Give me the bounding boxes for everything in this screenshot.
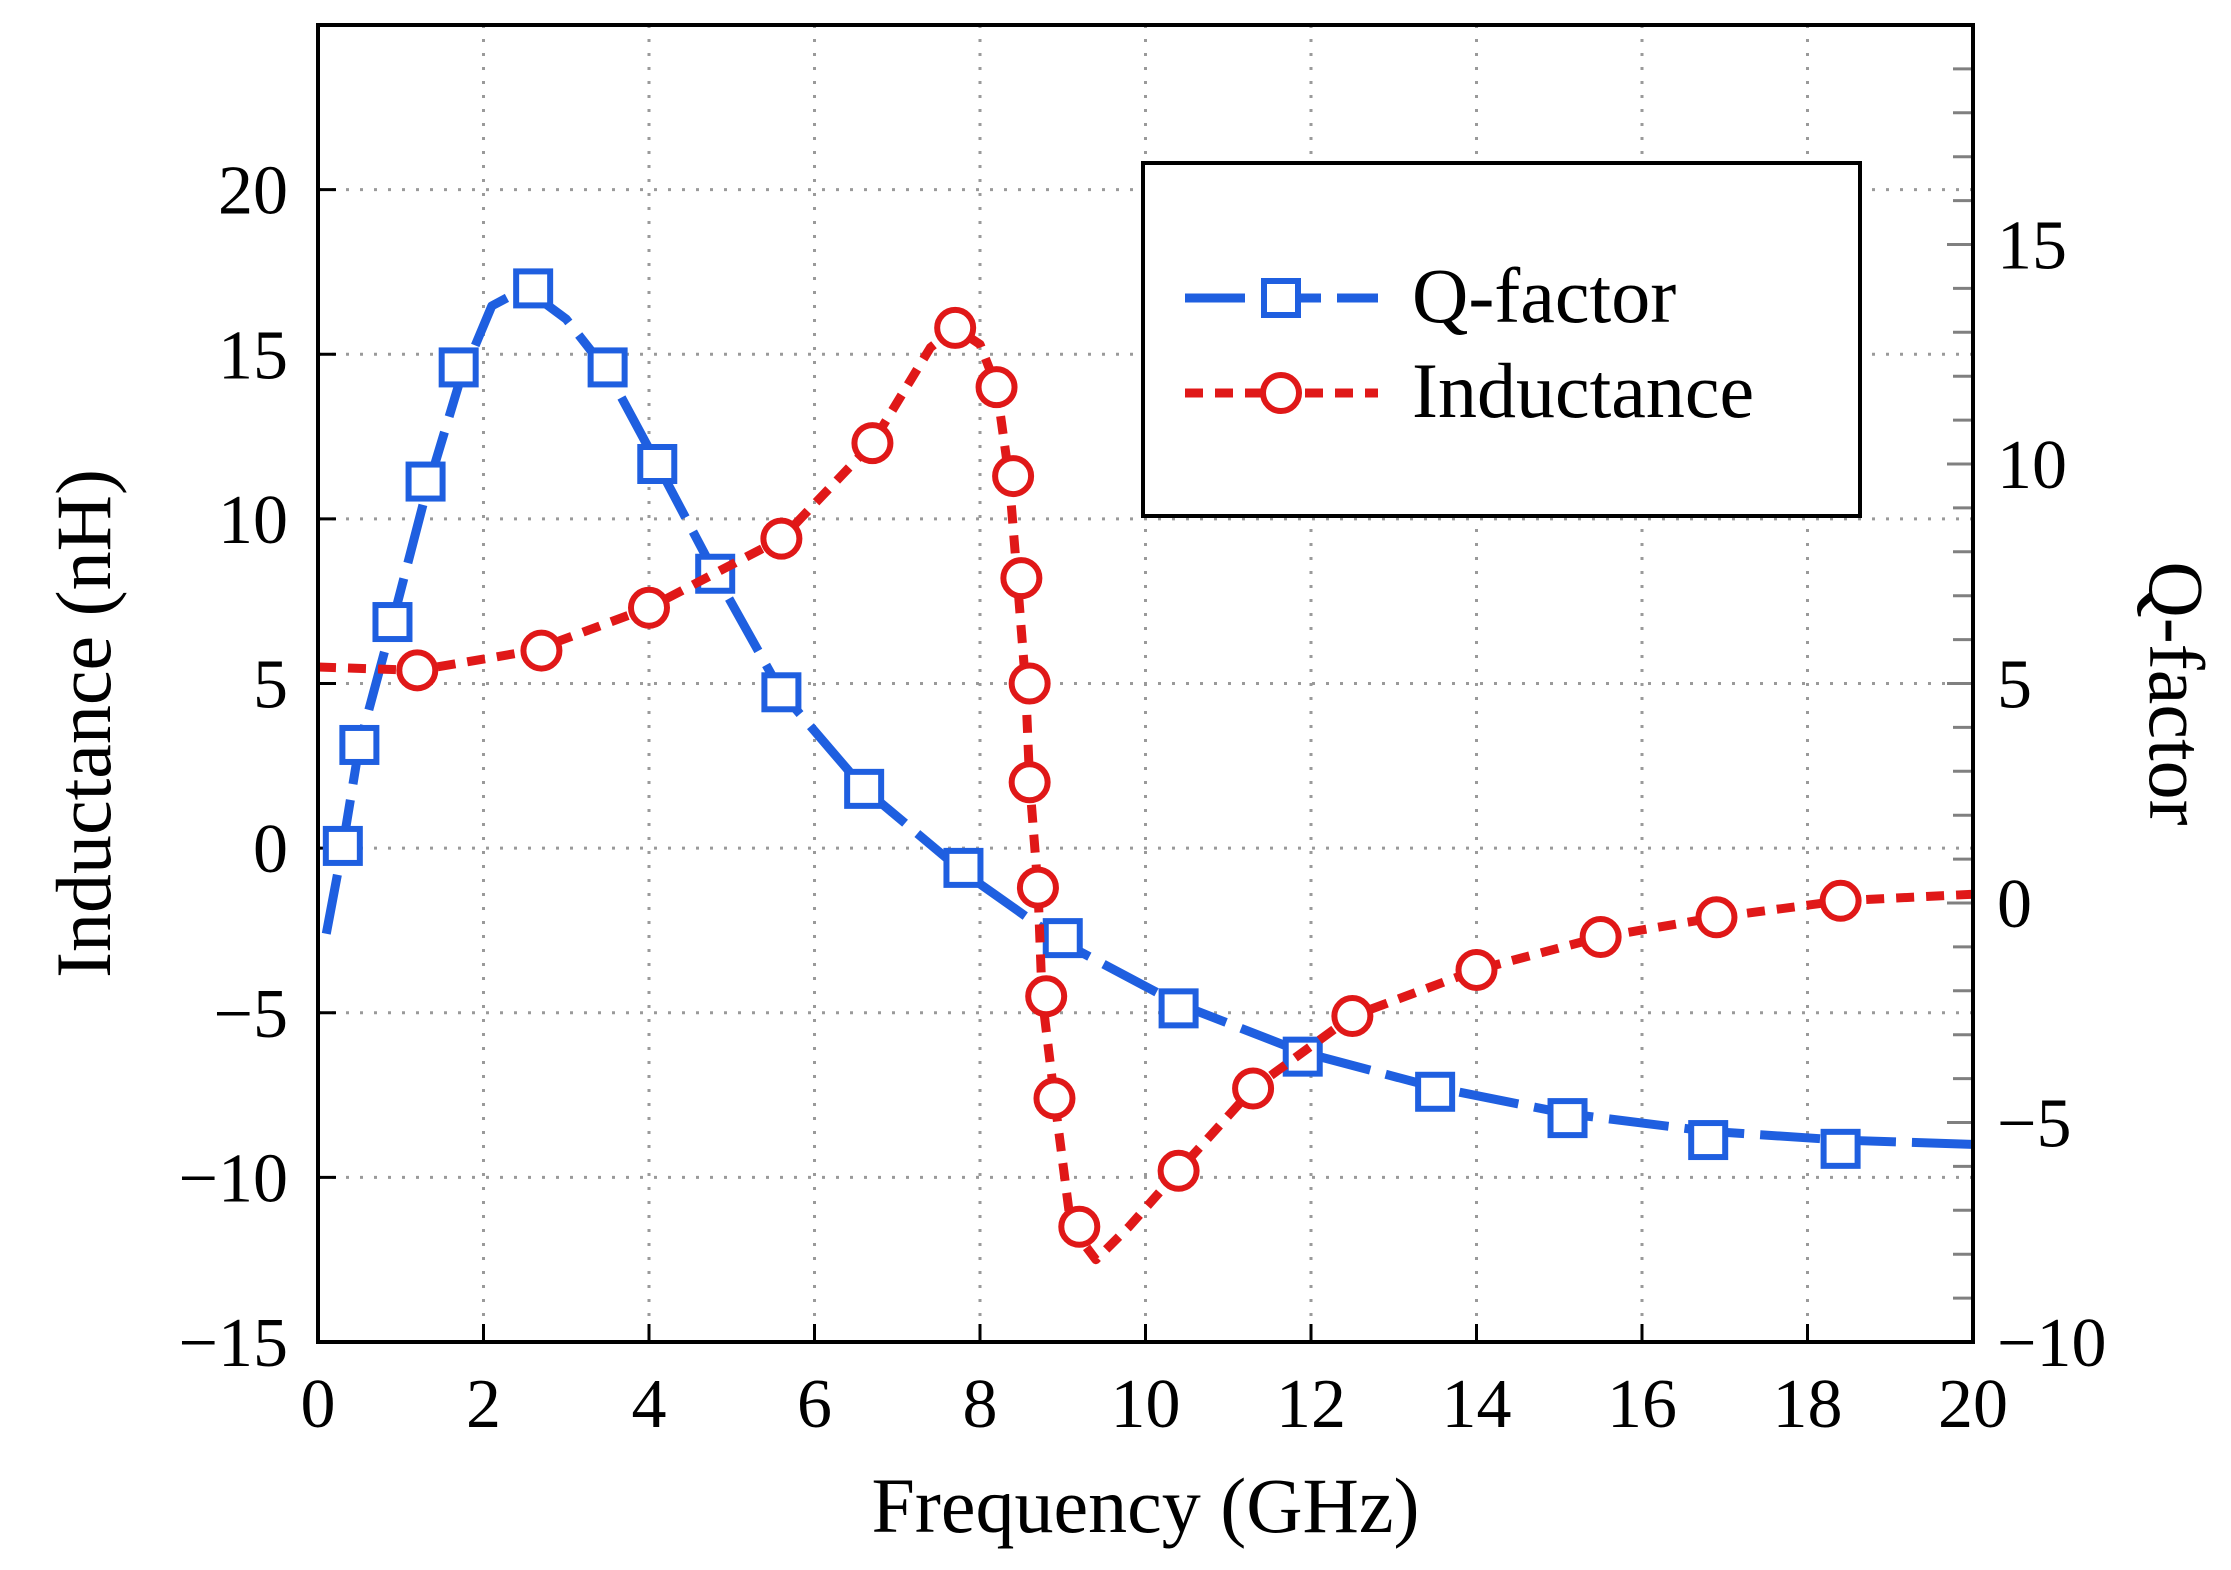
right-y-tick-label: 15 xyxy=(1997,208,2067,285)
inductance-marker xyxy=(628,586,670,629)
legend-entry-inductance: Inductance xyxy=(1185,347,1754,434)
right-y-tick-label: 5 xyxy=(1997,647,2032,724)
legend-marker-circle xyxy=(1260,372,1302,414)
left-y-tick-label: −5 xyxy=(214,976,288,1053)
inductance-marker xyxy=(934,306,977,349)
inductance-marker xyxy=(1058,1205,1101,1248)
inductance-marker xyxy=(1455,948,1498,991)
q-factor-marker xyxy=(339,724,380,765)
right-y-tick-label: 10 xyxy=(1997,427,2067,504)
inductance-marker xyxy=(1025,975,1068,1018)
q-factor-marker xyxy=(695,553,736,594)
inductance-marker xyxy=(851,422,894,465)
inductance-marker xyxy=(975,366,1018,409)
x-tick-label: 8 xyxy=(963,1366,998,1443)
legend: Q-factor Inductance xyxy=(1141,161,1862,518)
inductance-line xyxy=(317,323,1974,1265)
left-y-axis-title: Inductance (nH) xyxy=(40,469,127,978)
q-factor-marker xyxy=(372,602,413,643)
q-factor-marker xyxy=(513,268,554,309)
inductance-marker xyxy=(396,649,439,692)
inductance-marker xyxy=(1819,879,1862,922)
q-factor-marker xyxy=(1158,988,1199,1029)
q-factor-marker xyxy=(761,672,802,713)
right-y-axis: −10 −5 0 5 10 15 xyxy=(1947,23,2106,1382)
left-y-tick-label: 5 xyxy=(253,647,288,724)
x-tick-label: 14 xyxy=(1442,1366,1512,1443)
q-factor-marker xyxy=(1820,1128,1861,1169)
left-y-tick-label: 10 xyxy=(218,482,288,559)
legend-marker-square xyxy=(1261,278,1301,318)
left-y-tick-label: −15 xyxy=(179,1305,288,1382)
right-y-tick-label: −10 xyxy=(1997,1305,2106,1382)
series-q-factor xyxy=(321,268,1974,1169)
inductance-marker xyxy=(1695,896,1738,939)
right-y-axis-title: Q-factor xyxy=(2133,561,2220,825)
q-factor-marker xyxy=(1415,1071,1456,1112)
left-y-tick-label: 0 xyxy=(253,811,288,888)
left-y-tick-label: 20 xyxy=(218,153,288,230)
q-factor-marker xyxy=(1688,1120,1729,1161)
inductance-marker xyxy=(1579,916,1622,959)
x-tick-label: 16 xyxy=(1607,1366,1677,1443)
series-inductance xyxy=(317,306,1974,1265)
q-factor-marker xyxy=(637,444,678,484)
x-tick-label: 20 xyxy=(1938,1366,2008,1443)
legend-box xyxy=(1141,161,1862,518)
x-tick-label: 6 xyxy=(797,1366,832,1443)
x-axis-title: Frequency (GHz) xyxy=(872,1462,1420,1549)
left-y-axis: −15 −10 −5 0 5 10 15 20 xyxy=(179,153,336,1382)
plot-frame xyxy=(316,23,1975,1344)
q-factor-marker xyxy=(405,461,446,502)
plot-series xyxy=(317,268,1974,1265)
right-y-tick-label: −5 xyxy=(1997,1086,2071,1163)
x-tick-label: 4 xyxy=(632,1366,667,1443)
x-tick-label: 2 xyxy=(466,1366,501,1443)
q-factor-marker xyxy=(844,768,885,809)
inductance-marker xyxy=(1331,995,1374,1038)
inductance-marker xyxy=(1000,557,1043,600)
left-y-tick-label: −10 xyxy=(179,1140,288,1217)
inductance-marker xyxy=(1008,761,1051,804)
q-factor-marker xyxy=(322,825,363,866)
x-tick-label: 10 xyxy=(1111,1366,1181,1443)
x-tick-label: 12 xyxy=(1276,1366,1346,1443)
inductance-marker xyxy=(1033,1077,1076,1120)
inductance-marker xyxy=(1008,662,1051,705)
q-factor-marker xyxy=(587,347,628,388)
left-y-tick-label: 15 xyxy=(218,317,288,394)
q-factor-marker xyxy=(1042,918,1083,959)
legend-entry-q-factor: Q-factor xyxy=(1185,252,1676,339)
inductance-marker xyxy=(1157,1149,1200,1192)
inductance-marker xyxy=(992,455,1035,498)
q-factor-marker xyxy=(438,347,479,388)
x-tick-label: 0 xyxy=(301,1366,336,1443)
x-axis: 0 2 4 6 8 10 12 14 16 18 20 xyxy=(301,1324,2008,1443)
inductance-marker xyxy=(760,517,803,560)
inductance-marker xyxy=(520,629,563,672)
inductance-marker xyxy=(1016,866,1059,909)
q-factor-marker xyxy=(1547,1098,1588,1139)
right-y-tick-label: 0 xyxy=(1997,866,2032,943)
legend-label-inductance: Inductance xyxy=(1412,347,1754,434)
q-factor-marker xyxy=(943,847,984,888)
inductance-marker xyxy=(1232,1067,1275,1110)
legend-label-q-factor: Q-factor xyxy=(1412,252,1676,339)
x-tick-label: 18 xyxy=(1773,1366,1843,1443)
